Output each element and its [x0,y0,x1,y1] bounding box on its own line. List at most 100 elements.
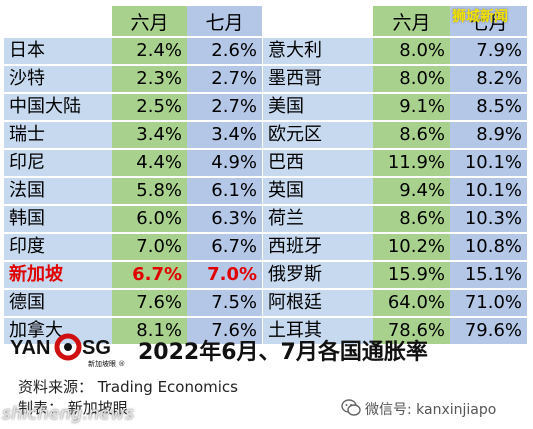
july-value: 8.5% [450,94,527,120]
table-row: 美国 9.1% 8.5% [263,94,527,120]
table-row: 韩国 6.0% 6.3% [4,206,262,232]
july-value: 7.0% [187,262,262,288]
july-value: 2.7% [187,66,262,92]
table-row: 德国 7.6% 7.5% [4,290,262,316]
june-value: 8.0% [373,66,450,92]
june-value: 15.9% [373,262,450,288]
country-header [4,6,112,36]
table-row: 土耳其 78.6% 79.6% [263,318,527,344]
june-value: 2.3% [112,66,187,92]
site-watermark: shicheng.news [2,404,135,424]
july-value: 8.2% [450,66,527,92]
july-value: 4.9% [187,150,262,176]
country-cell: 瑞士 [4,122,112,148]
maker-text: 制表： 新加坡眼 [18,399,128,417]
july-value: 10.8% [450,234,527,260]
table-row: 俄罗斯 15.9% 15.1% [263,262,527,288]
july-value: 71.0% [450,290,527,316]
july-value: 10.3% [450,206,527,232]
country-cell: 英国 [263,178,373,204]
table-row: 法国 5.8% 6.1% [4,178,262,204]
country-cell: 美国 [263,94,373,120]
july-header: 七月 [450,6,527,36]
june-value: 7.0% [112,234,187,260]
table-row: 沙特 2.3% 2.7% [4,66,262,92]
june-value: 64.0% [373,290,450,316]
table-row: 印度 7.0% 6.7% [4,234,262,260]
july-value: 6.7% [187,234,262,260]
table-row: 阿根廷 64.0% 71.0% [263,290,527,316]
table-header-row: 六月 七月 [263,6,527,36]
country-cell: 荷兰 [263,206,373,232]
wechat-icon [341,399,361,416]
table-row: 印尼 4.4% 4.9% [4,150,262,176]
july-value: 6.3% [187,206,262,232]
july-value: 15.1% [450,262,527,288]
country-cell: 德国 [4,290,112,316]
country-cell: 墨西哥 [263,66,373,92]
july-value: 2.7% [187,94,262,120]
table-row: 瑞士 3.4% 3.4% [4,122,262,148]
country-cell: 沙特 [4,66,112,92]
logo-subtext: 新加坡眼 ® [88,359,125,368]
june-value: 8.0% [373,38,450,64]
july-value: 8.9% [450,122,527,148]
table-row: 欧元区 8.6% 8.9% [263,122,527,148]
yansg-logo: YAN SG 新加坡眼 ® [10,333,125,368]
table-row: 英国 9.4% 10.1% [263,178,527,204]
country-cell: 日本 [4,38,112,64]
june-value: 9.1% [373,94,450,120]
country-cell: 土耳其 [263,318,373,344]
country-cell: 俄罗斯 [263,262,373,288]
table-row: 意大利 8.0% 7.9% [263,38,527,64]
inflation-table-right: 六月 七月 意大利 8.0% 7.9% 墨西哥 8.0% 8.2% 美国 9.1% 8.5% 欧元… [263,4,527,346]
table-row: 荷兰 8.6% 10.3% [263,206,527,232]
july-value: 6.1% [187,178,262,204]
top-watermark: 狮城新闻 [452,9,508,25]
june-header: 六月 [373,6,450,36]
july-value: 7.6% [187,318,262,344]
chart-caption: 2022年6月、7月各国通胀率 [138,340,428,365]
country-cell: 欧元区 [263,122,373,148]
table-row: 巴西 11.9% 10.1% [263,150,527,176]
june-value: 8.6% [373,122,450,148]
logo-text-left: YAN [10,337,50,359]
country-cell: 巴西 [263,150,373,176]
inflation-table-left: 六月 七月 日本 2.4% 2.6% 沙特 2.3% 2.7% 中国大陆 2.5% 2.7% 瑞士… [4,4,262,346]
july-value: 7.5% [187,290,262,316]
logo-text-right: SG [82,337,111,359]
july-header: 七月 [187,6,262,36]
july-value: 10.1% [450,150,527,176]
table-row: 中国大陆 2.5% 2.7% [4,94,262,120]
wechat-id: 微信号: kanxinjiapo [365,402,497,418]
country-cell: 印度 [4,234,112,260]
june-value: 3.4% [112,122,187,148]
july-value: 10.1% [450,178,527,204]
source-text: 资料来源： Trading Economics [18,378,238,396]
july-value: 2.6% [187,38,262,64]
table-body: 日本 2.4% 2.6% 沙特 2.3% 2.7% 中国大陆 2.5% 2.7% 瑞士 3.4% 3.… [4,38,262,344]
table-row: 新加坡 6.7% 7.0% [4,262,262,288]
june-value: 2.4% [112,38,187,64]
june-value: 78.6% [373,318,450,344]
june-value: 5.8% [112,178,187,204]
june-value: 8.1% [112,318,187,344]
country-cell: 西班牙 [263,234,373,260]
july-value: 79.6% [450,318,527,344]
july-value: 3.4% [187,122,262,148]
country-cell: 阿根廷 [263,290,373,316]
june-value: 7.6% [112,290,187,316]
country-header [263,6,373,36]
country-cell: 印尼 [4,150,112,176]
june-header: 六月 [112,6,187,36]
june-value: 8.6% [373,206,450,232]
table-body: 意大利 8.0% 7.9% 墨西哥 8.0% 8.2% 美国 9.1% 8.5% 欧元区 8.6% 8… [263,38,527,344]
june-value: 4.4% [112,150,187,176]
table-row: 加拿大 8.1% 7.6% [4,318,262,344]
table-header-row: 六月 七月 [4,6,262,36]
july-value: 7.9% [450,38,527,64]
table-row: 西班牙 10.2% 10.8% [263,234,527,260]
june-value: 11.9% [373,150,450,176]
country-cell: 法国 [4,178,112,204]
june-value: 2.5% [112,94,187,120]
